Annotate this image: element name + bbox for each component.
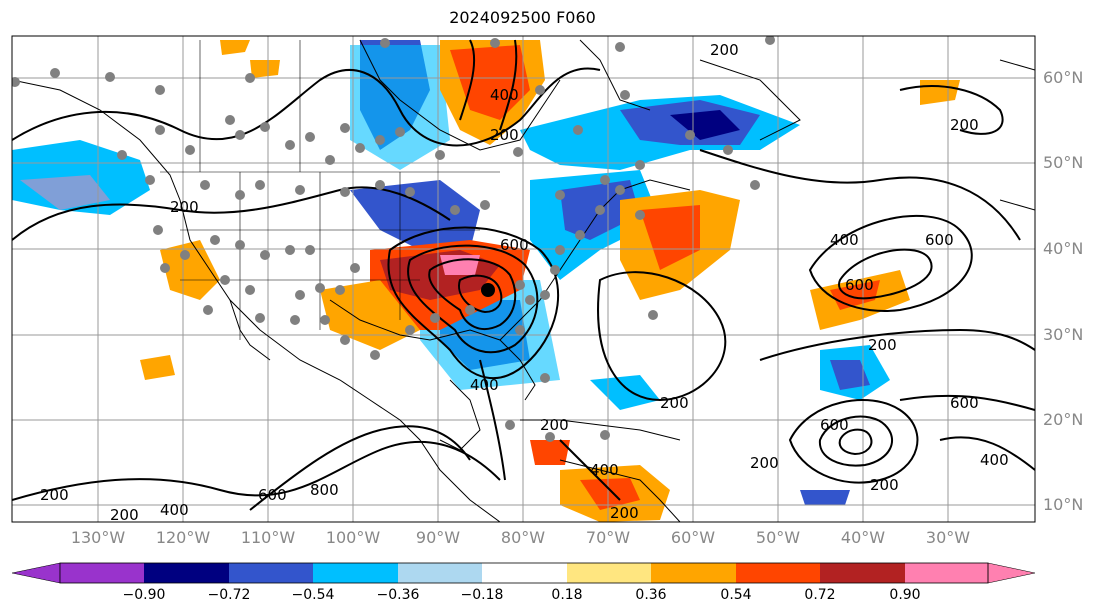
contour-label-200: 200 [40,486,69,504]
colorbar-tick: 0.36 [635,587,667,603]
lon-label-60w: 60°W [670,528,716,547]
map-frame [11,35,1036,523]
lon-label-50w: 50°W [755,528,801,547]
colorbar [11,562,1036,584]
lon-label-110w: 110°W [240,528,296,547]
colorbar-tick: −0.54 [291,587,335,603]
lon-label-40w: 40°W [840,528,886,547]
lat-label-40n: 40°N [1043,239,1084,258]
contour-label-400: 400 [160,501,189,519]
contour-label-600: 600 [820,416,849,434]
colorbar-tick: 0.72 [804,587,836,603]
contour-label-200: 200 [110,506,139,524]
contour-label-600: 600 [500,236,529,254]
contour-label-600: 600 [950,394,979,412]
lon-label-30w: 30°W [925,528,971,547]
contour-label-200: 200 [490,126,519,144]
colorbar-tick: −0.90 [122,587,166,603]
contour-label-400: 400 [490,86,519,104]
lon-label-80w: 80°W [500,528,546,547]
contour-label-200: 200 [660,394,689,412]
storm-center-marker [481,283,495,297]
lon-label-90w: 90°W [415,528,461,547]
contour-label-200: 200 [610,504,639,522]
lat-label-30n: 30°N [1043,325,1084,344]
contour-label-600: 600 [845,276,874,294]
colorbar-tick: 0.18 [551,587,583,603]
contour-labels: 200 200 200 400 200 600 400 600 600 200 … [40,41,1009,524]
contour-label-800: 800 [310,481,339,499]
contour-label-400: 400 [830,231,859,249]
contour-label-200: 200 [750,454,779,472]
contour-label-200: 200 [170,198,199,216]
lat-label-10n: 10°N [1043,495,1084,514]
colorbar-tick: −0.36 [376,587,420,603]
contour-label-200: 200 [540,416,569,434]
lat-lon-grid [12,36,1035,522]
map-title: 2024092500 F060 [449,8,596,27]
lat-label-20n: 20°N [1043,410,1084,429]
lat-label-50n: 50°N [1043,153,1084,172]
height-contours [12,39,1035,511]
colorbar-tick: 0.90 [889,587,921,603]
contour-label-600: 600 [925,231,954,249]
contour-label-200: 200 [870,476,899,494]
contour-label-200: 200 [710,41,739,59]
contour-label-600: 600 [258,486,287,504]
lat-label-60n: 60°N [1043,68,1084,87]
lon-label-120w: 120°W [155,528,211,547]
colorbar-tick: −0.18 [460,587,504,603]
colorbar-tick: 0.54 [720,587,752,603]
contour-label-400: 400 [590,461,619,479]
contour-label-200: 200 [950,116,979,134]
lon-label-70w: 70°W [585,528,631,547]
coastlines [12,39,1035,522]
contour-label-200: 200 [868,336,897,354]
contour-label-400: 400 [980,451,1009,469]
station-markers [12,36,775,442]
contour-label-400: 400 [470,376,499,394]
colorbar-tick: −0.72 [207,587,251,603]
lon-label-130w: 130°W [70,528,126,547]
lon-label-100w: 100°W [325,528,381,547]
